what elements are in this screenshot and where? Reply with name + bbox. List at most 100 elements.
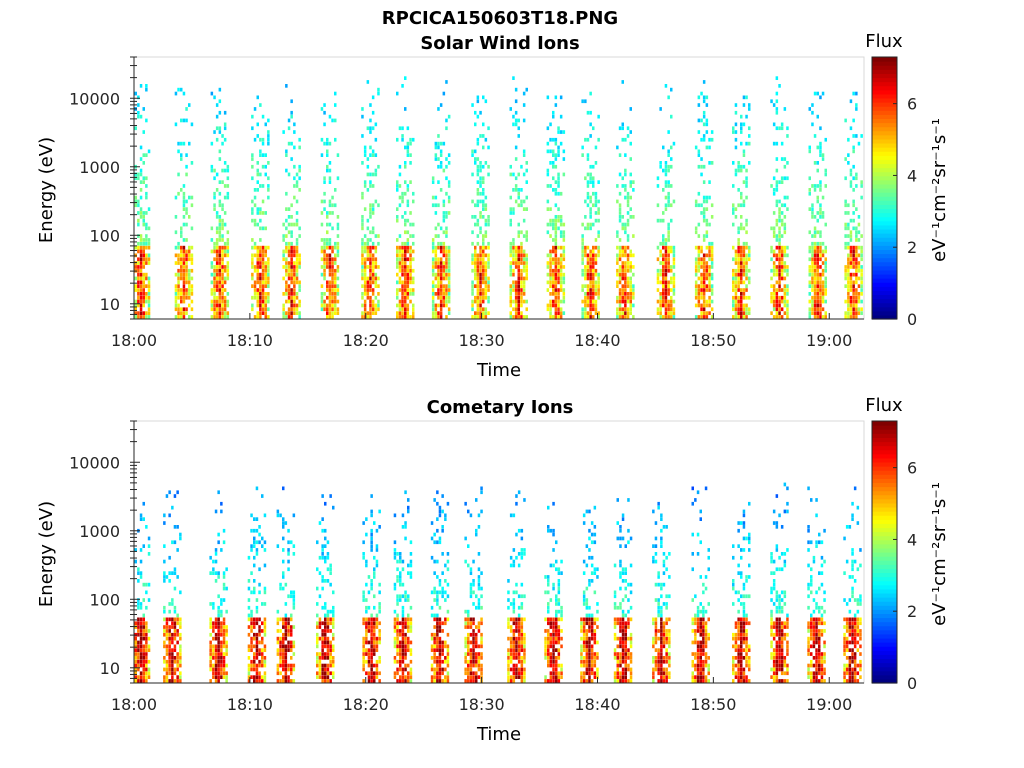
colorbar-segment (872, 89, 897, 95)
heatmap-cell (318, 625, 322, 629)
heatmap-cell (855, 257, 858, 262)
heatmap-cell (285, 292, 288, 296)
heatmap-cell (371, 172, 375, 177)
heatmap-cell (370, 532, 373, 537)
heatmap-cell (176, 525, 179, 529)
heatmap-cell (439, 268, 443, 273)
heatmap-cell (447, 245, 451, 250)
heatmap-cell (446, 609, 450, 614)
heatmap-cell (251, 153, 254, 157)
x-tick-label: 18:50 (690, 331, 736, 350)
heatmap-cell (139, 548, 143, 552)
heatmap-cell (298, 288, 301, 292)
heatmap-cell (404, 652, 407, 656)
heatmap-cell (446, 671, 450, 676)
heatmap-cell (480, 571, 483, 575)
heatmap-cell (700, 257, 703, 262)
heatmap-cell (517, 249, 520, 254)
heatmap-cell (214, 571, 218, 575)
heatmap-cell (292, 679, 296, 683)
heatmap-cell (185, 153, 188, 157)
heatmap-cell (444, 563, 447, 568)
heatmap-cell (670, 184, 673, 188)
heatmap-cell (365, 640, 368, 645)
heatmap-cell (179, 632, 182, 637)
heatmap-cell (251, 199, 254, 204)
heatmap-cell (180, 315, 183, 319)
heatmap-cell (808, 311, 811, 315)
heatmap-cell (522, 292, 526, 296)
heatmap-cell (331, 245, 334, 250)
heatmap-cell (139, 656, 143, 660)
heatmap-cell (213, 311, 216, 315)
heatmap-cell (552, 284, 555, 288)
heatmap-cell (223, 184, 227, 188)
heatmap-cell (212, 559, 215, 564)
heatmap-cell (484, 272, 488, 277)
heatmap-cell (469, 675, 473, 679)
heatmap-cell (697, 149, 701, 154)
heatmap-cell (436, 617, 439, 622)
heatmap-cell (557, 153, 560, 157)
heatmap-cell (670, 265, 673, 269)
heatmap-cell (295, 272, 299, 277)
heatmap-cell (808, 257, 811, 262)
heatmap-cell (433, 559, 436, 564)
heatmap-cell (331, 226, 334, 231)
heatmap-cell (223, 168, 227, 173)
solar-wind-title: Solar Wind Ions (420, 33, 579, 54)
heatmap-cell (813, 292, 817, 296)
heatmap-cell (323, 265, 326, 269)
heatmap-cell (594, 199, 598, 204)
heatmap-cell (624, 230, 627, 235)
heatmap-cell (282, 640, 285, 645)
heatmap-cell (780, 126, 784, 131)
heatmap-cell (378, 636, 381, 641)
heatmap-cell (549, 280, 552, 285)
heatmap-cell (223, 280, 227, 285)
heatmap-cell (282, 276, 285, 281)
heatmap-cell (464, 625, 467, 629)
heatmap-cell (857, 238, 861, 242)
heatmap-cell (409, 621, 413, 626)
heatmap-cell (404, 288, 407, 292)
heatmap-cell (139, 261, 143, 265)
heatmap-cell (700, 137, 703, 142)
heatmap-cell (621, 137, 624, 142)
heatmap-cell (255, 617, 259, 622)
heatmap-cell (370, 613, 373, 618)
heatmap-cell (844, 284, 847, 288)
heatmap-cell (145, 629, 148, 633)
heatmap-cell (287, 625, 290, 629)
heatmap-cell (165, 575, 169, 579)
heatmap-cell (431, 257, 435, 262)
heatmap-cell (396, 253, 399, 258)
heatmap-cell (401, 191, 404, 196)
heatmap-cell (363, 280, 367, 285)
heatmap-cell (247, 656, 251, 660)
heatmap-cell (256, 276, 259, 281)
heatmap-cell (778, 268, 781, 273)
heatmap-cell (323, 307, 326, 312)
heatmap-cell (670, 268, 673, 273)
heatmap-cell (177, 87, 180, 92)
heatmap-cell (282, 571, 285, 575)
heatmap-cell (667, 191, 670, 196)
heatmap-cell (261, 211, 265, 215)
heatmap-cell (225, 586, 228, 591)
heatmap-cell (226, 176, 230, 181)
heatmap-cell (821, 157, 825, 161)
heatmap-cell (253, 528, 256, 533)
heatmap-cell (137, 640, 140, 645)
heatmap-cell (182, 292, 186, 296)
heatmap-cell (264, 311, 267, 315)
heatmap-cell (819, 180, 822, 184)
heatmap-cell (177, 311, 180, 315)
heatmap-cell (214, 663, 218, 668)
heatmap-cell (218, 203, 222, 208)
heatmap-cell (442, 268, 446, 273)
heatmap-cell (145, 648, 148, 652)
heatmap-cell (401, 257, 404, 262)
heatmap-cell (517, 126, 520, 131)
